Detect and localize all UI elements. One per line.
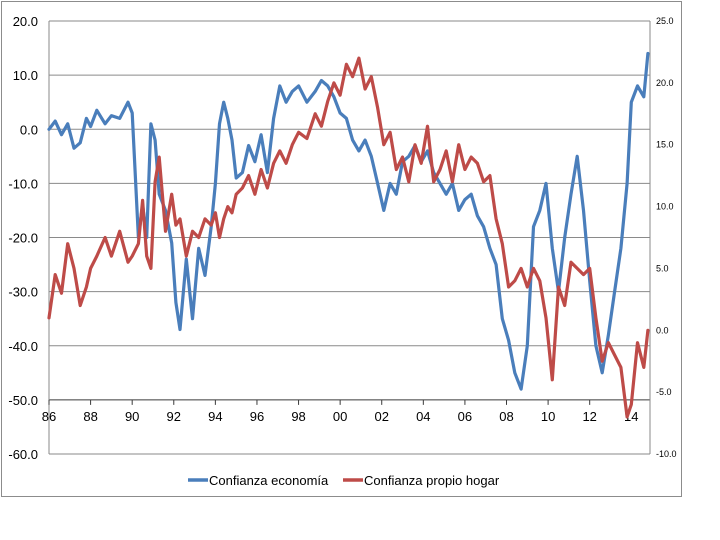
left-axis: 20.0 10.0 0.0 -10.0 -20.0 -30.0 -40.0 -50.0 -60.… xyxy=(8,14,38,462)
y-right-tick-label: 25.0 xyxy=(656,16,674,26)
legend-label-1: Confianza economía xyxy=(209,473,329,488)
y-left-tick-label: 0.0 xyxy=(20,122,38,137)
x-tick-label: 92 xyxy=(167,409,181,424)
x-tick-label: 04 xyxy=(416,409,430,424)
y-left-tick-label: -40.0 xyxy=(8,339,38,354)
y-left-tick-label: 20.0 xyxy=(13,14,38,29)
y-left-tick-label: -30.0 xyxy=(8,285,38,300)
series-line-1 xyxy=(47,51,650,391)
y-right-tick-label: 0.0 xyxy=(656,325,669,335)
y-right-tick-label: -5.0 xyxy=(656,387,672,397)
x-tick-label: 10 xyxy=(541,409,555,424)
x-tick-label: 08 xyxy=(499,409,513,424)
x-tick-label: 88 xyxy=(83,409,97,424)
x-tick-label: 06 xyxy=(458,409,472,424)
x-tick-label: 00 xyxy=(333,409,347,424)
series-lines xyxy=(47,51,650,419)
y-left-tick-label: -10.0 xyxy=(8,176,38,191)
x-tick-label: 94 xyxy=(208,409,222,424)
y-left-tick-label: 10.0 xyxy=(13,68,38,83)
y-right-tick-label: 20.0 xyxy=(656,78,674,88)
x-tick-label: 98 xyxy=(291,409,305,424)
x-tick-label: 02 xyxy=(374,409,388,424)
x-tick-label: 12 xyxy=(582,409,596,424)
y-left-tick-label: -60.0 xyxy=(8,447,38,462)
y-right-tick-label: 5.0 xyxy=(656,263,669,273)
x-axis: 86 88 90 92 94 96 98 00 02 04 06 08 10 12 14 xyxy=(42,399,639,424)
legend-label-2: Confianza propio hogar xyxy=(364,473,500,488)
x-tick-label: 90 xyxy=(125,409,139,424)
y-left-tick-label: -50.0 xyxy=(8,393,38,408)
legend: Confianza economía Confianza propio hogar xyxy=(188,473,500,488)
x-tick-label: 96 xyxy=(250,409,264,424)
y-left-tick-label: -20.0 xyxy=(8,231,38,246)
y-right-tick-label: 10.0 xyxy=(656,202,674,212)
y-right-tick-label: 15.0 xyxy=(656,140,674,150)
x-tick-label: 86 xyxy=(42,409,56,424)
series-line-2 xyxy=(47,56,650,419)
y-right-tick-label: -10.0 xyxy=(656,449,677,459)
right-axis: 25.0 20.0 15.0 10.0 5.0 0.0 -5.0 -10.0 xyxy=(656,16,677,459)
